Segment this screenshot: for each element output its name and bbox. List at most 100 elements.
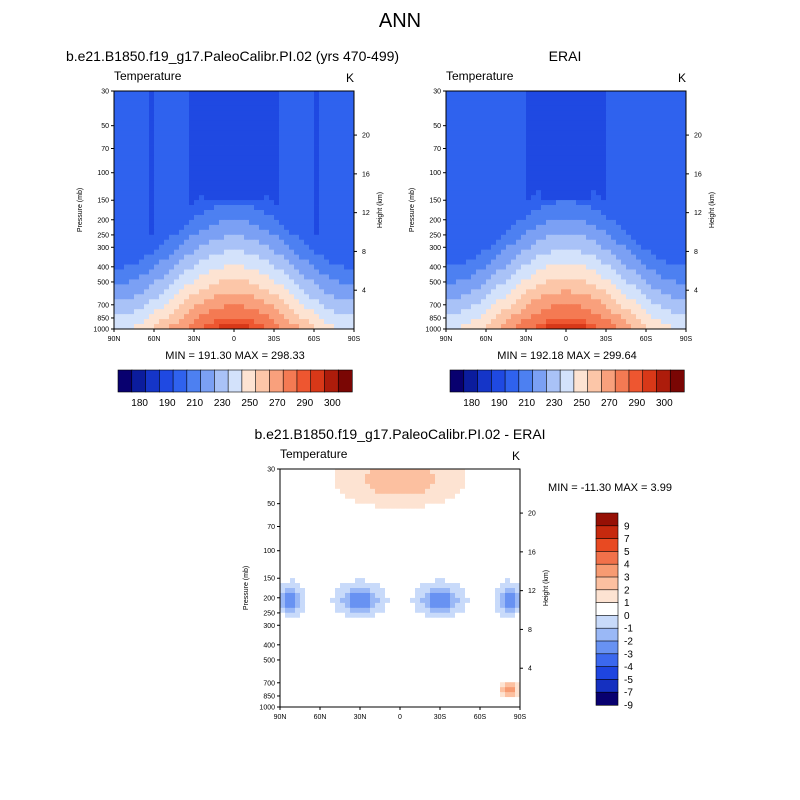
y-right-tick-label: 8	[694, 249, 698, 256]
contour-cell	[515, 478, 521, 485]
contour-cell	[496, 190, 502, 196]
contour-cell	[581, 294, 587, 300]
contour-cell	[451, 244, 457, 251]
contour-cell	[446, 210, 452, 216]
contour-cell	[676, 269, 682, 275]
contour-cell	[179, 264, 185, 270]
contour-cell	[234, 229, 240, 236]
contour-cell	[476, 234, 482, 241]
contour-cell	[616, 120, 622, 127]
contour-cell	[516, 319, 522, 325]
contour-cell	[581, 309, 587, 315]
contour-cell	[586, 170, 592, 176]
contour-cell	[239, 110, 245, 117]
contour-cell	[329, 155, 335, 161]
contour-cell	[656, 229, 662, 236]
contour-cell	[536, 155, 542, 161]
contour-cell	[134, 264, 140, 270]
contour-cell	[164, 299, 170, 305]
contour-cell	[234, 200, 240, 206]
contour-cell	[304, 160, 310, 166]
contour-cell	[279, 289, 285, 295]
contour-cell	[199, 289, 205, 295]
contour-cell	[144, 244, 150, 251]
contour-cell	[611, 244, 617, 251]
contour-cell	[284, 234, 290, 241]
contour-cell	[651, 259, 657, 265]
contour-cell	[199, 185, 205, 191]
contour-cell	[349, 195, 355, 201]
contour-cell	[280, 478, 286, 485]
contour-cell	[506, 324, 512, 330]
contour-cell	[586, 309, 592, 315]
contour-cell	[164, 324, 170, 330]
contour-cell	[204, 175, 210, 181]
contour-cell	[461, 175, 467, 181]
contour-cell	[521, 105, 527, 112]
contour-cell	[596, 91, 602, 97]
contour-cell	[616, 314, 622, 320]
contour-cell	[510, 478, 516, 485]
contour-cell	[561, 259, 567, 265]
contour-cell	[581, 249, 587, 256]
y-right-tick-label: 12	[694, 210, 702, 217]
contour-cell	[641, 324, 647, 330]
contour-cell	[239, 180, 245, 186]
contour-cell	[314, 309, 320, 315]
contour-cell	[536, 195, 542, 201]
contour-cell	[666, 135, 672, 141]
contour-cell	[349, 135, 355, 141]
contour-cell	[139, 165, 145, 171]
contour-cell	[144, 185, 150, 191]
contour-cell	[571, 155, 577, 161]
contour-cell	[294, 309, 300, 315]
contour-cell	[194, 185, 200, 191]
contour-cell	[114, 214, 120, 221]
contour-cell	[626, 155, 632, 161]
contour-cell	[556, 125, 562, 132]
contour-cell	[174, 279, 180, 285]
contour-cell	[631, 105, 637, 112]
contour-cell	[486, 254, 492, 260]
contour-cell	[526, 249, 532, 256]
contour-cell	[571, 279, 577, 285]
contour-cell	[616, 150, 622, 156]
contour-cell	[119, 279, 125, 285]
contour-cell	[631, 244, 637, 251]
contour-cell	[451, 309, 457, 315]
contour-cell	[586, 314, 592, 320]
contour-cell	[636, 239, 642, 246]
contour-cell	[516, 269, 522, 275]
contour-cell	[591, 120, 597, 127]
contour-cell	[476, 269, 482, 275]
contour-cell	[174, 219, 180, 226]
contour-cell	[345, 469, 351, 475]
contour-cell	[446, 175, 452, 181]
contour-cell	[526, 125, 532, 132]
contour-cell	[149, 175, 155, 181]
contour-cell	[304, 239, 310, 246]
contour-cell	[646, 200, 652, 206]
contour-cell	[174, 130, 180, 137]
contour-cell	[349, 125, 355, 132]
contour-cell	[314, 205, 320, 211]
contour-cell	[671, 180, 677, 186]
contour-cell	[556, 170, 562, 176]
contour-cell	[501, 264, 507, 270]
contour-cell	[576, 224, 582, 231]
contour-cell	[219, 175, 225, 181]
contour-cell	[224, 200, 230, 206]
contour-cell	[451, 190, 457, 196]
contour-cell	[511, 264, 517, 270]
contour-cell	[134, 155, 140, 161]
contour-cell	[451, 165, 457, 171]
contour-cell	[601, 309, 607, 315]
contour-cell	[581, 160, 587, 166]
contour-cell	[214, 165, 220, 171]
contour-cell	[269, 180, 275, 186]
contour-cell	[119, 224, 125, 231]
contour-cell	[144, 190, 150, 196]
contour-cell	[314, 145, 320, 151]
contour-cell	[229, 214, 235, 221]
contour-cell	[596, 140, 602, 146]
